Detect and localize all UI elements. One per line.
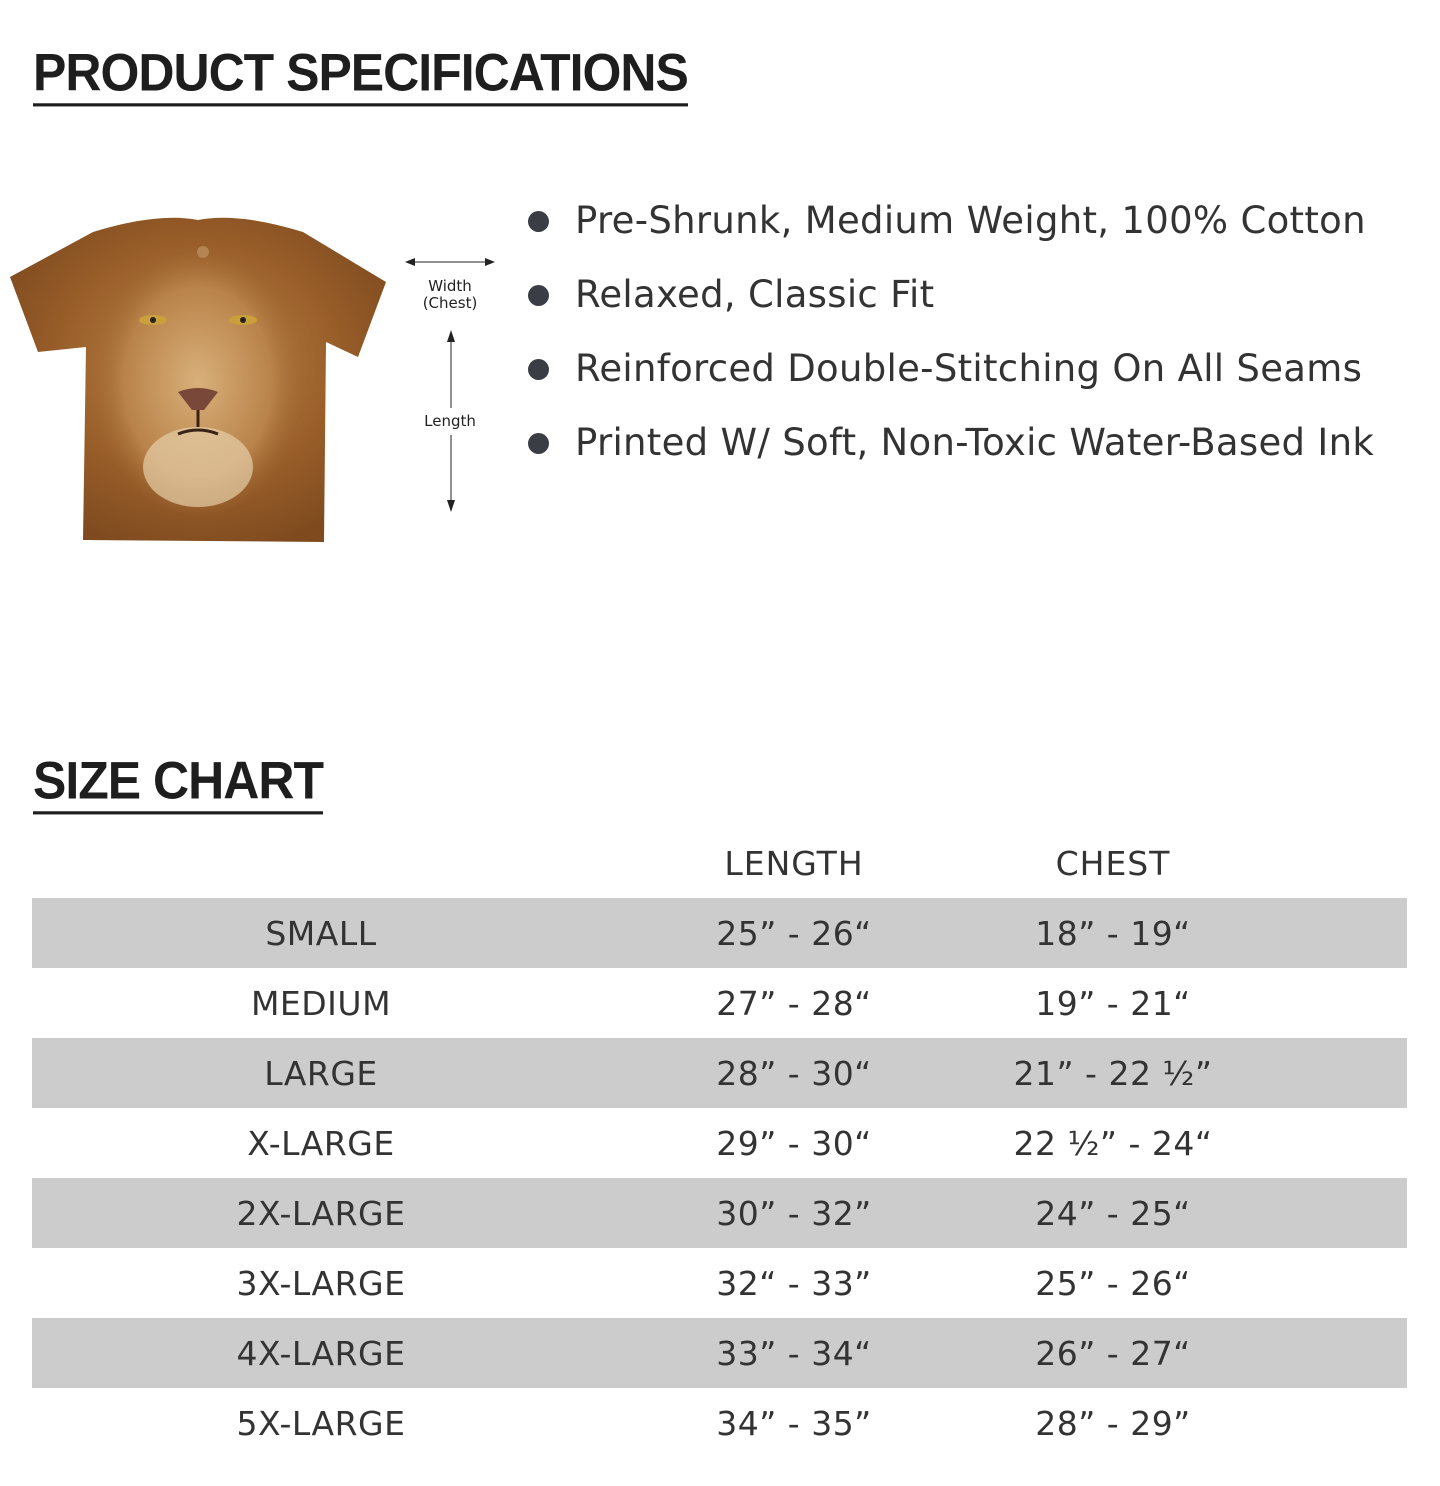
cell-spacer — [1248, 1108, 1407, 1178]
cell-size: 3X-LARGE — [236, 1263, 406, 1303]
cell-length: 29” - 30“ — [716, 1123, 872, 1163]
feature-list: Pre-Shrunk, Medium Weight, 100% Cotton R… — [528, 196, 1374, 492]
product-specifications-heading: PRODUCT SPECIFICATIONS — [33, 47, 689, 107]
cell-length: 25” - 26“ — [610, 898, 978, 968]
bullet-icon — [528, 359, 549, 380]
cell-chest: 26” - 27“ — [978, 1318, 1248, 1388]
feature-text: Pre-Shrunk, Medium Weight, 100% Cotton — [575, 199, 1366, 242]
table-row: LARGE 28” - 30“ 21” - 22 ½” — [32, 1038, 1407, 1108]
cell-length: 30” - 32” — [610, 1178, 978, 1248]
cell-length: 27” - 28“ — [716, 983, 872, 1023]
feature-text: Printed W/ Soft, Non-Toxic Water-Based I… — [575, 421, 1375, 464]
cell-spacer — [1248, 968, 1407, 1038]
cell-size: 4X-LARGE — [32, 1318, 610, 1388]
header-row: LENGTH CHEST — [32, 828, 1407, 898]
cell-size: MEDIUM — [250, 983, 392, 1023]
table-row: 4X-LARGE 33” - 34“ 26” - 27“ — [32, 1318, 1407, 1388]
cell-length: 33” - 34“ — [610, 1318, 978, 1388]
cell-chest: 21” - 22 ½” — [978, 1038, 1248, 1108]
header-chest: CHEST — [1055, 843, 1171, 883]
cell-length: 28” - 30“ — [610, 1038, 978, 1108]
cell-size: 5X-LARGE — [236, 1403, 406, 1443]
cell-spacer — [1248, 1038, 1407, 1108]
cell-spacer — [1248, 1178, 1407, 1248]
cell-chest: 25” - 26“ — [1035, 1263, 1191, 1303]
feature-item: Printed W/ Soft, Non-Toxic Water-Based I… — [528, 418, 1374, 492]
feature-item: Relaxed, Classic Fit — [528, 270, 1374, 344]
feature-text: Reinforced Double-Stitching On All Seams — [575, 347, 1363, 390]
table-row: SMALL 25” - 26“ 18” - 19“ — [32, 898, 1407, 968]
cell-length: 32“ - 33” — [716, 1263, 872, 1303]
cell-chest: 24” - 25“ — [978, 1178, 1248, 1248]
cell-spacer — [1248, 1388, 1407, 1458]
measurement-diagram: Width (Chest) Length — [400, 250, 500, 520]
bullet-icon — [528, 211, 549, 232]
bullet-icon — [528, 433, 549, 454]
cell-size: 2X-LARGE — [32, 1178, 610, 1248]
size-chart-heading: SIZE CHART — [33, 755, 324, 815]
header-size — [32, 828, 610, 898]
cell-spacer — [1248, 898, 1407, 968]
lion-tshirt-image — [10, 217, 386, 542]
cell-spacer — [1248, 1318, 1407, 1388]
feature-text: Relaxed, Classic Fit — [575, 273, 935, 316]
header-length: LENGTH — [724, 843, 864, 883]
cell-chest: 18” - 19“ — [978, 898, 1248, 968]
cell-spacer — [1248, 1248, 1407, 1318]
cell-size: X-LARGE — [247, 1123, 395, 1163]
measurement-arrows-icon — [405, 258, 495, 512]
bullet-icon — [528, 285, 549, 306]
cell-chest: 19” - 21“ — [1035, 983, 1191, 1023]
feature-item: Reinforced Double-Stitching On All Seams — [528, 344, 1374, 418]
cell-size: SMALL — [32, 898, 610, 968]
width-label: Width — [428, 277, 472, 295]
size-chart-table: LENGTH CHEST SMALL 25” - 26“ 18” - 19“ MEDI… — [32, 828, 1407, 1458]
feature-item: Pre-Shrunk, Medium Weight, 100% Cotton — [528, 196, 1374, 270]
cell-chest: 28” - 29” — [1035, 1403, 1191, 1443]
cell-chest: 22 ½” - 24“ — [1013, 1123, 1213, 1163]
cell-length: 34” - 35” — [716, 1403, 872, 1443]
table-row: MEDIUM 27” - 28“ 19” - 21“ — [32, 968, 1407, 1038]
table-row: X-LARGE 29” - 30“ 22 ½” - 24“ — [32, 1108, 1407, 1178]
header-spacer — [1248, 828, 1407, 898]
chest-label: (Chest) — [422, 294, 478, 312]
cell-size: LARGE — [32, 1038, 610, 1108]
table-row: 2X-LARGE 30” - 32” 24” - 25“ — [32, 1178, 1407, 1248]
table-row: 5X-LARGE 34” - 35” 28” - 29” — [32, 1388, 1407, 1458]
table-row: 3X-LARGE 32“ - 33” 25” - 26“ — [32, 1248, 1407, 1318]
length-label: Length — [424, 412, 476, 430]
